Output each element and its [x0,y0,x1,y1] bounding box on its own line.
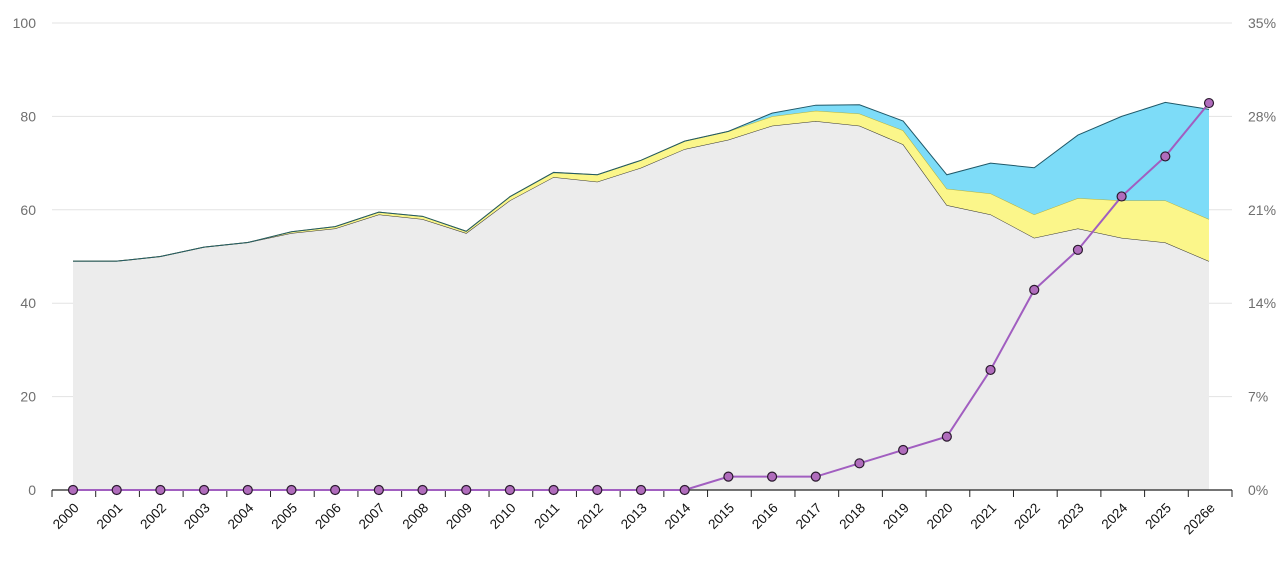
x-tick-label: 2015 [705,500,737,532]
y-left-tick-label: 80 [20,108,36,124]
x-tick-label: 2000 [50,500,82,532]
x-tick-label: 2016 [749,500,781,532]
line-point [723,471,734,482]
x-tick-label: 2013 [618,500,650,532]
area-series-3-edge [73,101,1210,262]
x-tick-label: 2006 [312,500,344,532]
line-point [635,484,647,496]
x-tick-label: 2008 [399,500,431,532]
x-tick-label: 2012 [574,500,606,532]
line-series [67,97,1215,496]
line-point [898,444,909,456]
line-point [985,364,996,376]
x-tick-label: 2005 [268,500,300,532]
y-left-tick-label: 20 [20,389,36,405]
stacked-areas [73,101,1210,490]
y-right-tick-label: 7% [1248,389,1268,405]
x-tick-label: 2022 [1011,500,1043,532]
x-tick-label: 2002 [137,500,169,532]
line-point [1116,191,1127,202]
area-series-1 [73,121,1209,490]
x-tick-label: 2021 [967,500,999,532]
y-left-tick-label: 60 [20,202,36,218]
y-left-tick-label: 40 [20,295,36,311]
x-tick-label: 2025 [1142,500,1174,532]
line-point [504,484,516,496]
x-tick-label: 2010 [487,500,519,532]
line-point [111,484,122,496]
x-tick-label: 2009 [443,500,475,532]
line-point [461,484,472,496]
line-point [67,484,79,496]
x-tick-label: 2024 [1099,500,1131,532]
x-tick-label: 2019 [880,500,912,532]
line-point [592,484,603,496]
x-tick-label: 2018 [836,500,868,532]
x-tick-label: 2026e [1181,500,1218,537]
line-point [810,471,821,482]
line-point [941,431,952,442]
y-left-tick-label: 100 [13,15,37,31]
line-point [330,484,341,496]
line-point [417,484,428,496]
y-right-tick-label: 0% [1248,482,1268,498]
line-point [155,484,166,496]
line-point [1160,151,1171,162]
line-point [1203,97,1215,109]
line-point [1072,244,1084,255]
y-right-tick-label: 21% [1248,202,1276,218]
line-point [373,484,384,496]
line-point [1029,284,1040,295]
x-tick-label: 2004 [225,500,257,532]
y-right-tick-label: 35% [1248,15,1276,31]
x-tick-label: 2007 [356,500,388,532]
x-tick-label: 2011 [531,500,562,531]
line-point [679,484,690,496]
area-series-3 [73,102,1209,262]
y-right-tick-label: 14% [1248,295,1276,311]
line-point [198,484,210,496]
x-tick-label: 2017 [793,500,825,532]
y-left-tick-label: 0 [28,482,36,498]
x-tick-label: 2020 [924,500,956,532]
line-point [548,484,559,496]
line-point [286,484,297,496]
line-point [766,471,778,482]
line-point [242,484,253,496]
x-tick-label: 2023 [1055,500,1087,532]
y-right-tick-label: 28% [1248,108,1276,124]
x-tick-label: 2014 [662,500,694,532]
x-tick-label: 2001 [94,500,126,532]
x-tick-label: 2003 [181,500,213,532]
line-point [854,458,865,469]
